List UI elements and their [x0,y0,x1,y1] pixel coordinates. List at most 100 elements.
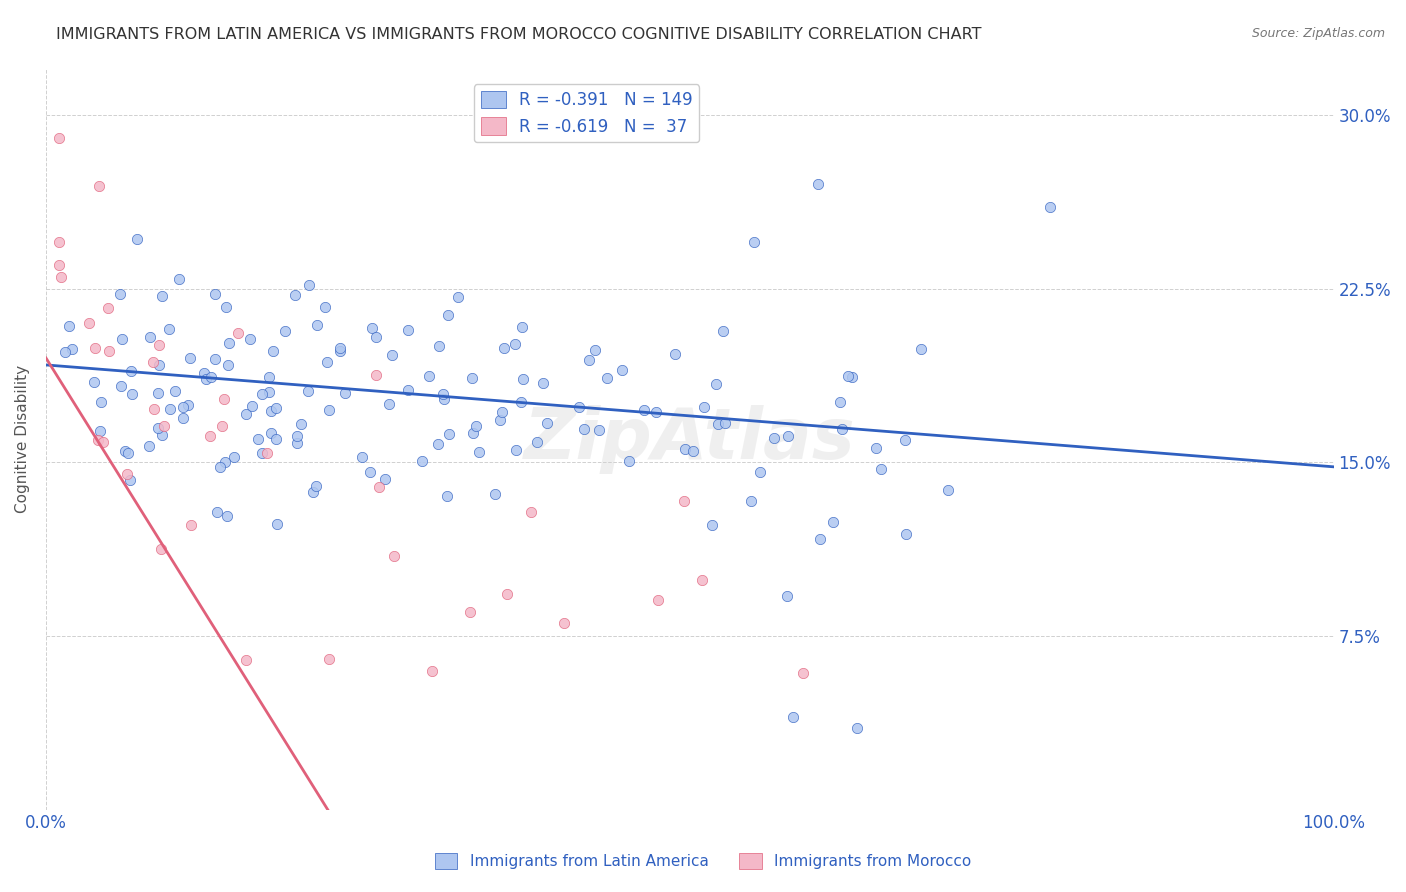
Point [60,342,83,356]
Point [488,413,510,427]
Point [198,429,221,443]
Point [329,341,352,355]
Point [510,320,533,334]
Point [437,427,460,442]
Point [316,355,339,369]
Point [491,405,513,419]
Point [647,593,669,607]
Point [381,348,404,362]
Point [290,417,312,431]
Point [776,589,799,603]
Point [167,272,190,286]
Point [305,318,328,332]
Point [146,386,169,401]
Point [150,428,173,442]
Point [742,235,765,250]
Point [163,384,186,398]
Point [692,400,714,414]
Point [762,431,785,445]
Point [396,383,419,397]
Point [411,453,433,467]
Point [831,422,853,436]
Point [58,319,80,334]
Point [304,479,326,493]
Point [427,339,450,353]
Point [936,483,959,497]
Point [526,434,548,449]
Point [195,372,218,386]
Point [120,364,142,378]
Text: IMMIGRANTS FROM LATIN AMERICA VS IMMIGRANTS FROM MOROCCO COGNITIVE DISABILITY CO: IMMIGRANTS FROM LATIN AMERICA VS IMMIGRA… [56,27,981,42]
Point [673,494,696,508]
Point [240,399,263,413]
Point [176,398,198,412]
Point [432,387,454,401]
Text: Source: ZipAtlas.com: Source: ZipAtlas.com [1251,27,1385,40]
Point [142,355,165,369]
Point [418,369,440,384]
Point [633,402,655,417]
Point [1039,201,1062,215]
Point [846,722,869,736]
Point [536,416,558,430]
Point [217,358,239,372]
Point [396,323,419,337]
Point [200,369,222,384]
Point [207,505,229,519]
Point [792,665,814,680]
Y-axis label: Cognitive Disability: Cognitive Disability [15,365,30,513]
Point [467,444,489,458]
Point [77,316,100,330]
Point [226,326,249,340]
Point [361,320,384,334]
Point [110,379,132,393]
Point [84,342,107,356]
Point [484,487,506,501]
Point [596,371,619,385]
Point [588,423,610,437]
Point [531,376,554,391]
Point [510,395,533,409]
Point [740,494,762,508]
Point [204,351,226,366]
Point [314,300,336,314]
Point [447,290,470,304]
Point [378,397,401,411]
Point [505,337,527,351]
Point [218,335,240,350]
Point [89,424,111,438]
Point [298,278,321,293]
Point [420,664,443,678]
Point [284,287,307,301]
Point [48,235,70,250]
Point [98,343,121,358]
Point [142,401,165,416]
Point [111,332,134,346]
Point [896,527,918,541]
Point [692,574,714,588]
Point [138,438,160,452]
Point [512,372,534,386]
Point [364,330,387,344]
Point [259,404,281,418]
Point [139,330,162,344]
Point [153,419,176,434]
Point [578,352,600,367]
Point [749,465,772,479]
Point [830,395,852,409]
Point [869,461,891,475]
Point [865,441,887,455]
Point [567,400,589,414]
Point [257,384,280,399]
Point [146,421,169,435]
Point [250,387,273,401]
Point [274,324,297,338]
Point [159,402,181,417]
Point [125,232,148,246]
Point [204,287,226,301]
Point [114,444,136,458]
Point [807,178,830,192]
Point [217,509,239,524]
Point [49,269,72,284]
Point [48,131,70,145]
